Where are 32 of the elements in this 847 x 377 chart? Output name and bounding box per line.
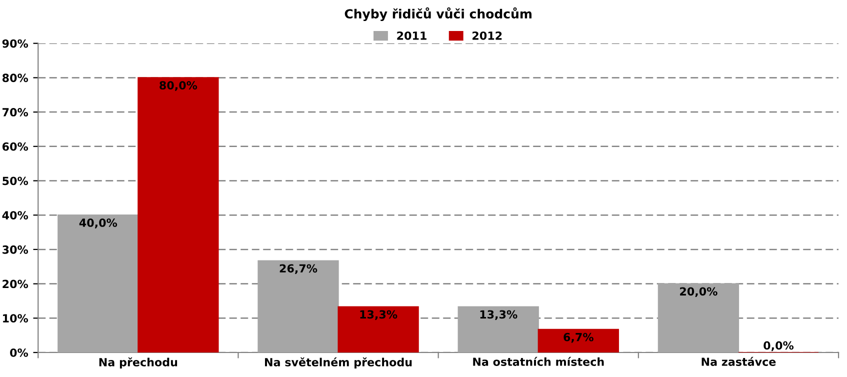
bar	[658, 283, 740, 352]
y-tick-label: 0%	[10, 348, 28, 357]
legend-label: 2012	[472, 31, 502, 40]
y-tick-label: 30%	[2, 245, 28, 254]
y-tick-label: 10%	[3, 314, 28, 323]
x-tick-label: Na přechodu	[99, 357, 178, 369]
y-tick-label: 50%	[2, 176, 28, 186]
y-tick-label: 40%	[2, 211, 28, 220]
data-label: 0,0%	[764, 341, 794, 352]
bar	[258, 260, 339, 352]
bar	[338, 306, 419, 352]
x-tick-label: Na zastávce	[702, 356, 776, 366]
bar	[58, 214, 139, 352]
y-tick-label: 90%	[2, 39, 28, 48]
chart-title: Chyby řidičů vůči chodcům	[344, 7, 532, 22]
legend-label: 2011	[397, 31, 426, 40]
data-label: 20,0%	[680, 287, 718, 298]
x-tick-label: Na světelném přechodu	[265, 357, 412, 369]
data-label: 13,3%	[360, 310, 398, 320]
y-tick-label: 80%	[2, 74, 28, 82]
data-label: 6,7%	[564, 332, 594, 343]
data-label: 13,3%	[480, 310, 518, 320]
bar	[458, 306, 539, 352]
y-tick-label: 70%	[2, 108, 28, 116]
bar	[538, 328, 619, 352]
y-tick-label: 20%	[2, 280, 28, 288]
data-label: 80,0%	[160, 81, 198, 91]
y-tick-label: 60%	[2, 142, 28, 151]
data-label: 40,0%	[79, 218, 118, 228]
x-tick-label: Na ostatních místech	[473, 356, 604, 366]
data-label: 26,7%	[280, 264, 318, 274]
bar	[138, 77, 219, 352]
